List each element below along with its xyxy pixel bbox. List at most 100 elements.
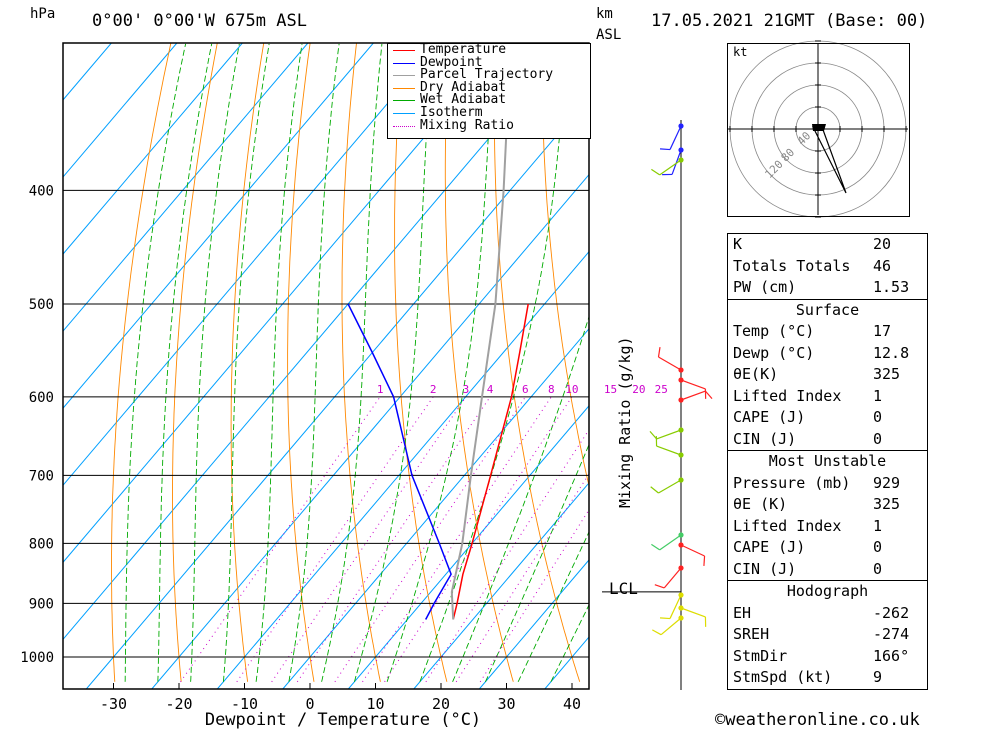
mixing-ratio-tick-label: 6 [522, 383, 529, 396]
hodograph-storm-marker [812, 124, 826, 131]
wind-barb-shaft [659, 159, 682, 176]
wind-barb-flag [703, 555, 706, 567]
isotherm-line [63, 43, 571, 641]
index-value: 0 [873, 408, 883, 426]
index-value: 0 [873, 429, 883, 448]
wind-barb-shaft [656, 429, 682, 440]
index-value: 20 [873, 235, 892, 253]
index-row: CIN (J) 0 [728, 559, 927, 581]
index-name: Pressure (mb) [733, 473, 851, 492]
mixing-ratio-tick-label: 25 [655, 383, 668, 396]
wind-level-dot [678, 615, 684, 621]
x-tick-label: -10 [231, 695, 258, 713]
wind-barb-shaft [663, 567, 682, 589]
index-row: Lifted Index 1 [728, 386, 927, 408]
mixing-ratio-line [334, 396, 526, 683]
legend-entry: Wet Adiabat [388, 92, 590, 108]
wet-adiabat-line [419, 43, 568, 682]
wind-barb-shaft [680, 379, 706, 390]
wind-level-dot [678, 477, 684, 483]
wind-barb-shaft [671, 149, 682, 175]
pressure-tick-label: 600 [29, 390, 54, 406]
hodograph-unit-label: kt [733, 45, 748, 59]
index-name: CIN (J) [733, 559, 797, 578]
x-tick-label: 20 [432, 695, 450, 713]
wind-level-dot [678, 157, 684, 163]
temperature-profile-line [452, 303, 529, 620]
dry-adiabat-line [341, 43, 381, 682]
most-unstable-section-title: Most Unstable [728, 450, 927, 473]
x-tick-label: -20 [165, 695, 192, 713]
legend-entry: Dry Adiabat [388, 79, 590, 95]
wind-barb-shaft [659, 534, 682, 551]
index-value: 1 [873, 516, 883, 535]
legend-entry: Parcel Trajectory [388, 68, 590, 82]
legend-label: Dry Adiabat [420, 79, 507, 95]
index-value: 166° [873, 646, 910, 665]
mixing-ratio-line [236, 396, 434, 683]
index-row: EH -262 [728, 603, 927, 625]
legend-entry: Isotherm [388, 106, 590, 120]
mixing-ratio-line [455, 473, 589, 683]
plot-frame [62, 42, 590, 690]
isotherm-line [63, 43, 505, 564]
dry-adiabat-line [956, 27, 1000, 682]
wet-adiabat-line [124, 43, 187, 682]
wind-barb-shaft [669, 594, 682, 619]
mixing-ratio-line [362, 396, 552, 683]
wet-adiabat-line [321, 43, 383, 682]
index-name: θE(K) [733, 365, 779, 383]
mixing-ratio-line [479, 508, 589, 683]
surface-section-title: Surface [728, 298, 927, 322]
location-title: 0°00' 0°00'W 675m ASL [92, 11, 307, 31]
legend-label: Dewpoint [420, 54, 483, 70]
dry-adiabat-line [494, 43, 581, 682]
isotherm-line [63, 43, 374, 409]
legend-entry: Dewpoint [388, 54, 590, 70]
pressure-tick-label: 900 [29, 596, 54, 612]
wind-level-dot [678, 427, 684, 433]
mixing-ratio-tick-label: 20 [632, 383, 645, 396]
index-name: StmSpd (kt) [733, 668, 833, 686]
index-name: K [733, 235, 743, 253]
copyright-text: ©weatheronline.co.uk [715, 710, 920, 730]
index-value: -262 [873, 603, 910, 622]
legend-swatch [393, 62, 415, 64]
dry-adiabat-line [287, 43, 315, 682]
mixing-ratio-tick-label: 1 [377, 383, 384, 396]
legend-swatch [393, 50, 415, 51]
wet-adiabat-line [550, 603, 589, 683]
isotherm-line [478, 559, 589, 689]
wind-level-dot [678, 532, 684, 538]
wind-barb-shaft [680, 544, 705, 557]
mixing-ratio-line [425, 428, 589, 683]
mixing-ratio-line [180, 396, 381, 683]
mixing-ratio-tick-label: 10 [565, 383, 578, 396]
dry-adiabat-line [230, 43, 265, 682]
index-row: PW (cm) 1.53 [728, 277, 927, 299]
asl-unit-label: ASL [596, 27, 622, 43]
isotherm-line [63, 43, 243, 255]
dewpoint-profile-line [347, 303, 452, 620]
legend-swatch [393, 125, 415, 127]
indices-panel: K 20 Totals Totals 46 PW (cm) 1.53 Surface Te… [727, 233, 928, 690]
x-tick-label: 40 [563, 695, 581, 713]
datetime-title: 17.05.2021 21GMT (Base: 00) [651, 11, 928, 31]
index-row: CAPE (J) 0 [728, 407, 927, 429]
wet-adiabat-line [288, 43, 340, 682]
wet-adiabat-line [222, 43, 270, 682]
pressure-tick-label: 400 [29, 183, 54, 199]
legend-entry: Temperature [388, 43, 590, 57]
legend-label: Wet Adiabat [420, 92, 507, 108]
index-row: Totals Totals 46 [728, 256, 927, 278]
isotherm-line [63, 43, 309, 332]
pressure-tick-label: 700 [29, 468, 54, 484]
mixing-ratio-tick-label: 2 [430, 383, 437, 396]
index-name: Totals Totals [733, 256, 851, 275]
wind-barb-flag [649, 430, 658, 440]
index-row: StmSpd (kt) 9 [728, 667, 927, 689]
index-name: StmDir [733, 646, 788, 665]
wind-level-dot [678, 397, 684, 403]
index-row: K 20 [728, 234, 927, 256]
